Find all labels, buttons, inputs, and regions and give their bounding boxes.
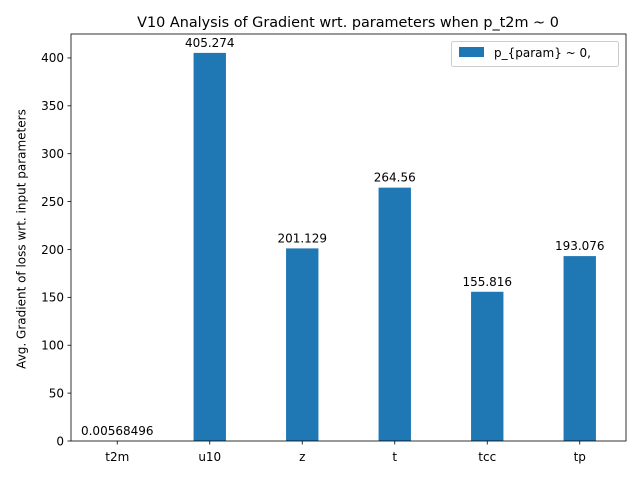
legend-swatch	[459, 47, 484, 57]
data-label-t2m: 0.00568496	[81, 424, 154, 438]
data-label-tcc: 155.816	[462, 275, 512, 289]
y-tick-label-50: 50	[49, 386, 64, 400]
data-label-z: 201.129	[277, 231, 327, 245]
y-tick-label-250: 250	[41, 195, 64, 209]
y-axis-ticks: 0 50 100 150 200 250 300 350 400	[41, 51, 71, 448]
data-label-u10: 405.274	[185, 36, 235, 50]
bar-t	[378, 187, 411, 441]
y-tick-label-100: 100	[41, 339, 64, 353]
legend: p_{param} ~ 0,	[451, 41, 619, 67]
x-tick-label-t: t	[392, 450, 397, 464]
x-tick-label-z: z	[299, 450, 305, 464]
bar-u10	[193, 52, 226, 442]
bar-tp	[563, 256, 596, 441]
x-tick-label-tcc: tcc	[478, 450, 496, 464]
x-tick-label-tp: tp	[574, 450, 586, 464]
x-tick-label-t2m: t2m	[105, 450, 129, 464]
bars-group	[101, 52, 596, 442]
y-tick-label-0: 0	[56, 434, 64, 448]
bar-tcc	[471, 291, 504, 441]
y-tick-label-350: 350	[41, 99, 64, 113]
data-label-tp: 193.076	[555, 239, 605, 253]
x-tick-label-u10: u10	[198, 450, 221, 464]
y-axis-label: Avg. Gradient of loss wrt. input paramet…	[15, 109, 29, 369]
data-labels-group: 0.00568496 405.274 201.129 264.56 155.816 193…	[81, 36, 605, 438]
y-tick-label-300: 300	[41, 147, 64, 161]
x-axis-ticks: t2m u10 z t tcc tp	[105, 441, 586, 464]
data-label-t: 264.56	[374, 171, 416, 185]
bar-z	[286, 248, 319, 441]
y-tick-label-200: 200	[41, 243, 64, 257]
chart-title: V10 Analysis of Gradient wrt. parameters…	[137, 15, 559, 31]
legend-box	[451, 41, 619, 67]
plot-area-frame	[70, 33, 627, 442]
y-tick-label-150: 150	[41, 291, 64, 305]
legend-label: p_{param} ~ 0,	[494, 46, 591, 60]
y-tick-label-400: 400	[41, 51, 64, 65]
